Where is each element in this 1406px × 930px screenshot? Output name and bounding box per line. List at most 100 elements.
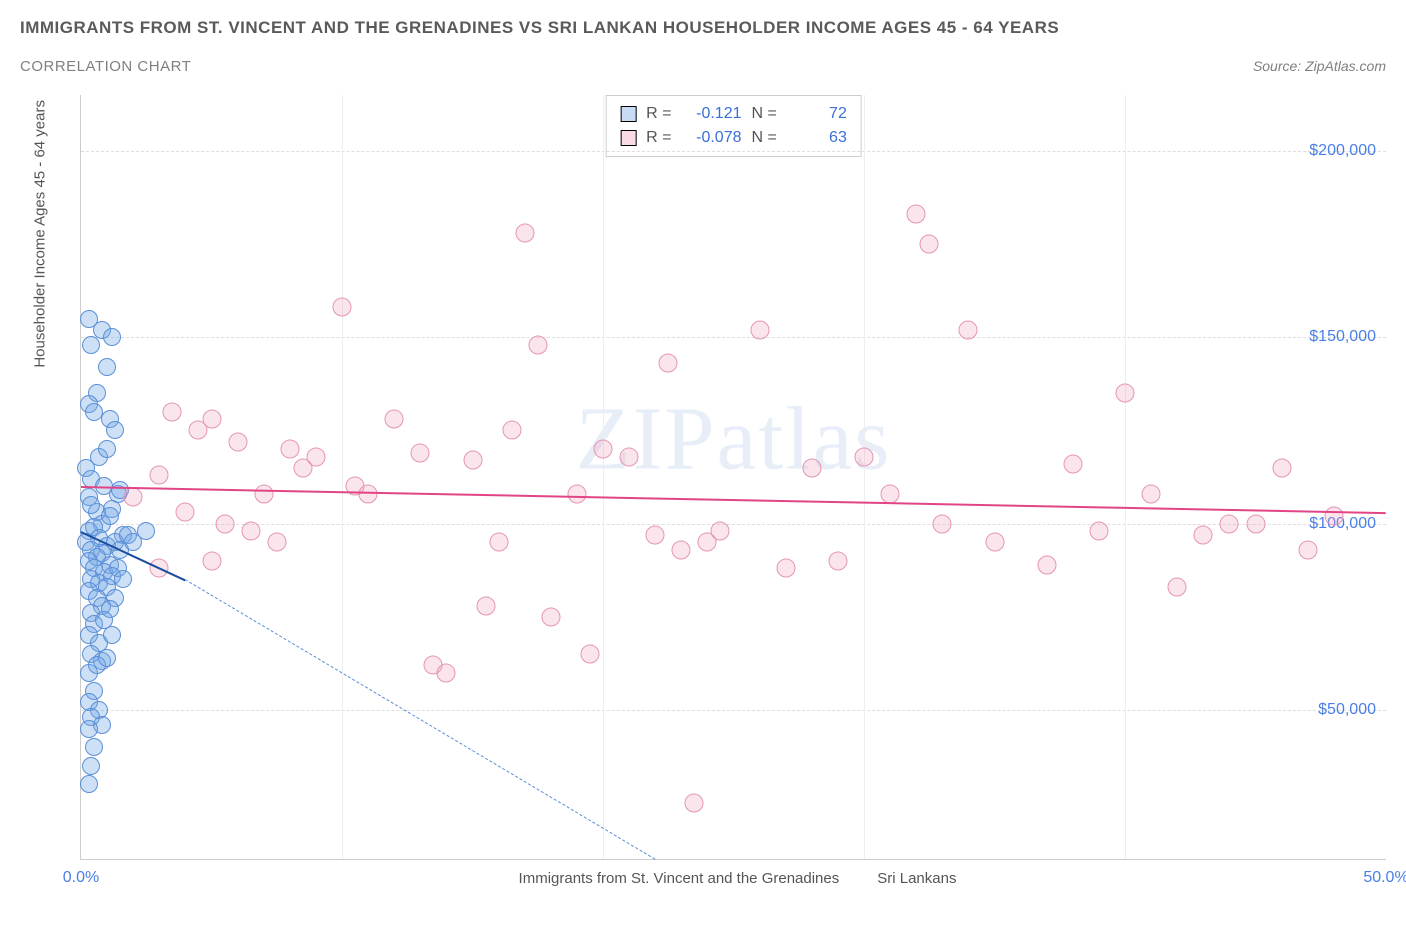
data-point [202, 410, 221, 429]
stats-r-label: R = [646, 126, 671, 150]
data-point [567, 484, 586, 503]
data-point [85, 738, 103, 756]
x-tick-label: 0.0% [63, 869, 99, 887]
gridline [81, 151, 1386, 152]
data-point [541, 607, 560, 626]
data-point [114, 570, 132, 588]
data-point [1246, 514, 1265, 533]
data-point [528, 335, 547, 354]
y-tick-label: $200,000 [1309, 142, 1376, 160]
data-point [98, 358, 116, 376]
stats-row-a: R = -0.121 N = 72 [620, 102, 847, 126]
stats-n-b: 63 [787, 126, 847, 150]
data-point [82, 757, 100, 775]
stats-r-a: -0.121 [682, 102, 742, 126]
gridline [1125, 95, 1126, 859]
scatter-plot: ZIPatlas R = -0.121 N = 72 R = -0.078 N … [80, 95, 1386, 860]
data-point [672, 540, 691, 559]
data-point [101, 507, 119, 525]
gridline [603, 95, 604, 859]
data-point [959, 320, 978, 339]
data-point [776, 559, 795, 578]
data-point [881, 484, 900, 503]
data-point [137, 522, 155, 540]
data-point [489, 533, 508, 552]
stats-box: R = -0.121 N = 72 R = -0.078 N = 63 [605, 95, 862, 157]
data-point [750, 320, 769, 339]
chart-area: Householder Income Ages 45 - 64 years ZI… [50, 95, 1386, 890]
data-point [254, 484, 273, 503]
data-point [385, 410, 404, 429]
x-tick-label: 50.0% [1363, 869, 1406, 887]
data-point [1168, 577, 1187, 596]
data-point [98, 649, 116, 667]
data-point [80, 720, 98, 738]
data-point [580, 645, 599, 664]
header: IMMIGRANTS FROM ST. VINCENT AND THE GREN… [0, 0, 1406, 75]
stats-row-b: R = -0.078 N = 63 [620, 126, 847, 150]
data-point [920, 235, 939, 254]
stats-n-label: N = [752, 126, 777, 150]
y-axis-label: Householder Income Ages 45 - 64 years [32, 100, 49, 368]
data-point [1037, 555, 1056, 574]
data-point [280, 440, 299, 459]
stats-r-label: R = [646, 102, 671, 126]
data-point [685, 794, 704, 813]
data-point [411, 443, 430, 462]
data-point [646, 525, 665, 544]
data-point [463, 451, 482, 470]
watermark: ZIPatlas [576, 387, 892, 490]
data-point [1142, 484, 1161, 503]
data-point [85, 403, 103, 421]
stats-n-a: 72 [787, 102, 847, 126]
data-point [103, 328, 121, 346]
legend-item-b: Sri Lankans [869, 870, 956, 887]
data-point [82, 336, 100, 354]
data-point [437, 663, 456, 682]
chart-subtitle: CORRELATION CHART [20, 58, 191, 75]
data-point [333, 298, 352, 317]
data-point [163, 402, 182, 421]
data-point [1194, 525, 1213, 544]
data-point [80, 775, 98, 793]
data-point [985, 533, 1004, 552]
data-point [711, 522, 730, 541]
data-point [202, 551, 221, 570]
data-point [1063, 454, 1082, 473]
regression-line [81, 486, 1386, 514]
data-point [1324, 507, 1343, 526]
data-point [933, 514, 952, 533]
data-point [1089, 522, 1108, 541]
gridline [864, 95, 865, 859]
y-tick-label: $50,000 [1318, 701, 1376, 719]
data-point [515, 223, 534, 242]
data-point [594, 440, 613, 459]
data-point [267, 533, 286, 552]
subtitle-row: CORRELATION CHART Source: ZipAtlas.com [20, 58, 1386, 75]
data-point [215, 514, 234, 533]
data-point [82, 496, 100, 514]
data-point [228, 432, 247, 451]
data-point [502, 421, 521, 440]
legend-swatch-a-icon [620, 106, 636, 122]
data-point [306, 447, 325, 466]
data-point [103, 626, 121, 644]
data-point [907, 205, 926, 224]
data-point [106, 421, 124, 439]
data-point [241, 522, 260, 541]
source-label: Source: ZipAtlas.com [1253, 58, 1386, 74]
data-point [98, 440, 116, 458]
gridline [342, 95, 343, 859]
data-point [802, 458, 821, 477]
y-tick-label: $150,000 [1309, 328, 1376, 346]
legend-swatch-b-icon [620, 130, 636, 146]
legend-label-b: Sri Lankans [877, 870, 956, 887]
gridline [81, 524, 1386, 525]
data-point [1272, 458, 1291, 477]
bottom-legend: Immigrants from St. Vincent and the Gren… [511, 870, 957, 887]
data-point [620, 447, 639, 466]
data-point [659, 354, 678, 373]
data-point [855, 447, 874, 466]
data-point [476, 596, 495, 615]
data-point [828, 551, 847, 570]
